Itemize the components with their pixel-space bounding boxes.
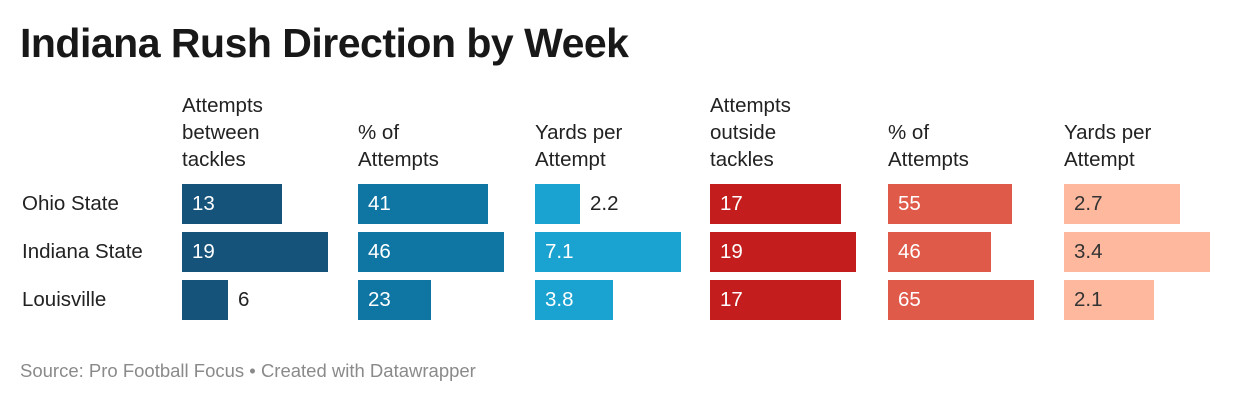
value-label: 19 (720, 240, 743, 263)
footer: Source: Pro Football Focus • Created wit… (20, 360, 476, 382)
column-header-line: Yards per (535, 121, 623, 144)
bar (358, 280, 431, 320)
column-header-line: Yards per (1064, 121, 1152, 144)
column-header-1: Attempts between tackles (182, 92, 332, 173)
column-header-6: Yards per Attempt (1064, 119, 1214, 173)
bar (888, 184, 1012, 224)
column-header-line: Attempts (710, 94, 791, 117)
column-header-line: Attempts (888, 148, 969, 171)
column-header-line: % of (888, 121, 930, 144)
bar (1064, 184, 1180, 224)
datawrapper-credit[interactable]: Created with Datawrapper (260, 360, 476, 381)
value-label: 2.7 (1074, 192, 1103, 215)
column-header-line: Attempts (358, 148, 439, 171)
bar (358, 184, 488, 224)
column-header-line: Attempt (1064, 148, 1135, 171)
column-header-line: Attempts (182, 94, 263, 117)
bar (1064, 280, 1154, 320)
bar (358, 232, 504, 272)
column-header-line: tackles (710, 148, 774, 171)
column-header-line: % of (358, 121, 400, 144)
bar (535, 280, 613, 320)
bar (710, 280, 841, 320)
bar (1064, 232, 1210, 272)
value-label: 41 (368, 192, 391, 215)
value-label: 46 (368, 240, 391, 263)
column-header-5: % of Attempts (888, 119, 1038, 173)
value-label: 65 (898, 288, 921, 311)
column-header-line: tackles (182, 148, 246, 171)
value-label: 2.1 (1074, 288, 1103, 311)
bar (535, 184, 580, 224)
row-label: Indiana State (22, 240, 143, 263)
value-label: 3.8 (545, 288, 574, 311)
value-label: 2.2 (590, 192, 619, 215)
row-label: Louisville (22, 288, 107, 311)
value-label: 13 (192, 192, 215, 215)
column-header-line: between (182, 121, 260, 144)
bar (888, 280, 1034, 320)
bar (888, 232, 991, 272)
column-header-2: % of Attempts (358, 119, 508, 173)
value-label: 19 (192, 240, 215, 263)
source-note: Source: Pro Football Focus (20, 360, 245, 381)
footer-separator: • (244, 360, 261, 381)
value-label: 17 (720, 192, 743, 215)
bar (710, 184, 841, 224)
bar (535, 232, 681, 272)
bar (710, 232, 856, 272)
chart-title: Indiana Rush Direction by Week (20, 20, 629, 66)
bar (182, 232, 328, 272)
value-label: 46 (898, 240, 921, 263)
row-label: Ohio State (22, 192, 119, 215)
bar (182, 280, 228, 320)
bar (182, 184, 282, 224)
column-header-4: Attempts outside tackles (710, 92, 860, 173)
value-label: 7.1 (545, 240, 574, 263)
value-label: 3.4 (1074, 240, 1103, 263)
value-label: 6 (238, 288, 250, 311)
value-label: 23 (368, 288, 391, 311)
value-label: 17 (720, 288, 743, 311)
value-label: 55 (898, 192, 921, 215)
column-header-line: outside (710, 121, 777, 144)
column-header-3: Yards per Attempt (535, 119, 685, 173)
column-header-line: Attempt (535, 148, 606, 171)
